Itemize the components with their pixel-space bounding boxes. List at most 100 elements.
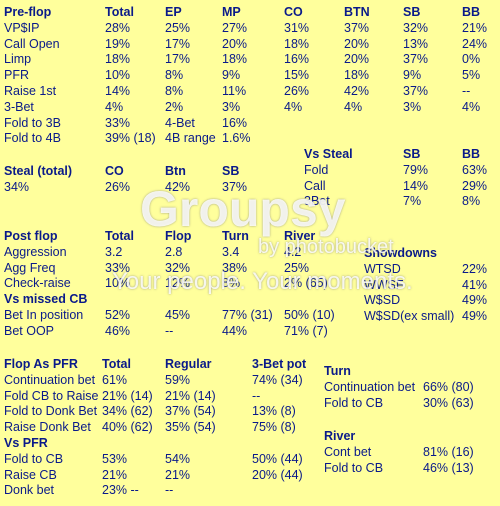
- stat-value: 46%: [105, 323, 131, 338]
- stat-value: 20%: [344, 52, 370, 67]
- stat-value: --: [165, 323, 174, 338]
- stat-label: Fold to CB: [324, 395, 384, 410]
- column-header: SB: [403, 5, 421, 19]
- stat-value: 61%: [102, 372, 128, 387]
- column-header: BTN: [344, 5, 370, 19]
- column-header: CO: [105, 164, 124, 178]
- stat-value: 79%: [403, 162, 429, 177]
- stat-value: 14%: [403, 178, 429, 193]
- stat-label: Limp: [4, 52, 32, 67]
- stat-value: 3%: [222, 99, 241, 114]
- stat-label: Aggression: [4, 244, 67, 259]
- stat-value: 3%: [403, 99, 422, 114]
- column-header: Total: [105, 5, 134, 19]
- watermark-logo: Groupsy: [140, 181, 346, 237]
- stat-value: 59%: [165, 372, 191, 387]
- stat-value: 38%: [222, 260, 248, 275]
- stat-value: 37%: [403, 52, 429, 67]
- stat-value: 21%: [102, 467, 128, 482]
- column-header: CO: [284, 5, 303, 19]
- stat-value: 4%: [105, 99, 124, 114]
- column-header: Total: [102, 357, 131, 371]
- section-title: Showdowns: [364, 246, 437, 260]
- stat-label: WWSF: [364, 277, 404, 292]
- column-header: SB: [222, 164, 240, 178]
- stat-value: 0%: [462, 52, 481, 67]
- stat-value: 1.6%: [222, 131, 251, 146]
- stat-value: 52%: [105, 308, 131, 322]
- stat-value: 22%: [462, 261, 488, 276]
- stat-value: --: [252, 388, 261, 403]
- stat-value: 46% (13): [423, 460, 474, 475]
- column-header: Flop: [165, 229, 192, 243]
- stat-label: Fold to 3B: [4, 115, 61, 130]
- stat-value: 13%: [403, 36, 429, 51]
- stat-value: 4.2: [284, 244, 302, 259]
- stat-value: 9%: [222, 68, 241, 83]
- stat-value: 27%: [222, 20, 248, 35]
- stat-value: 2.8: [165, 244, 183, 259]
- stat-label: Check-raise: [4, 276, 71, 291]
- stat-label: Fold to Donk Bet: [4, 404, 98, 419]
- watermark-tagline: Your people. Your moments.: [112, 268, 413, 295]
- stat-value: 41%: [462, 277, 488, 292]
- stat-value: 24%: [462, 36, 488, 51]
- stat-value: 18%: [344, 68, 370, 83]
- stat-label: Raise Donk Bet: [4, 420, 91, 435]
- stat-label: Raise CB: [4, 467, 57, 482]
- stat-value: 4%: [462, 99, 481, 114]
- column-header: River: [284, 229, 316, 243]
- column-header: Regular: [165, 357, 212, 371]
- stat-value: 25%: [284, 260, 310, 275]
- stat-value: 8%: [462, 194, 481, 209]
- stat-label: Bet OOP: [4, 323, 55, 338]
- stat-value: 33%: [105, 260, 131, 275]
- stat-label: Fold to CB: [324, 460, 384, 475]
- stat-value: 10%: [105, 276, 131, 291]
- stat-value: 8%: [222, 276, 241, 291]
- stat-value: 26%: [105, 179, 131, 194]
- stat-label: Raise 1st: [4, 84, 57, 98]
- stat-label: Call: [304, 178, 326, 193]
- stat-label: Continuation bet: [324, 379, 416, 394]
- section-title: Flop As PFR: [4, 357, 78, 371]
- stat-value: 81% (16): [423, 444, 474, 459]
- stat-value: 29%: [462, 178, 488, 193]
- stat-value: 18%: [222, 52, 248, 67]
- stat-value: 28%: [105, 20, 131, 35]
- stat-value: 19%: [105, 36, 131, 51]
- stat-value: 34% (62): [102, 404, 153, 419]
- stat-value: 21%: [462, 20, 488, 35]
- stat-label: W$SD: [364, 293, 401, 308]
- stat-value: 37% (54): [165, 404, 216, 419]
- stat-value: 3.4: [222, 244, 240, 259]
- stat-value: 13% (8): [252, 404, 296, 419]
- stat-value: 2%: [165, 99, 184, 114]
- stat-label: 34%: [4, 179, 30, 194]
- stat-value: 10%: [105, 68, 131, 83]
- stat-value: 8%: [165, 68, 184, 83]
- stat-label: 3-Bet: [4, 99, 34, 114]
- stat-value: 4%: [344, 99, 363, 114]
- stat-value: 20%: [344, 36, 370, 51]
- stat-value: 8%: [165, 84, 184, 98]
- stat-value: 50% (44): [252, 451, 303, 466]
- stat-value: 74% (34): [252, 372, 303, 387]
- stat-value: 16%: [284, 52, 310, 67]
- stat-label: 3Bet: [304, 194, 330, 209]
- stat-label: PFR: [4, 68, 29, 83]
- stat-value: 25%: [165, 20, 191, 35]
- column-header: MP: [222, 5, 241, 19]
- stat-label: Call Open: [4, 36, 60, 51]
- stat-value: --: [165, 483, 174, 498]
- stat-label: Agg Freq: [4, 260, 56, 275]
- stat-value: 37%: [344, 20, 370, 35]
- column-header: EP: [165, 5, 182, 19]
- stat-value: 2% (65): [284, 276, 328, 291]
- column-header: Turn: [222, 229, 249, 243]
- stat-value: 16%: [222, 115, 248, 130]
- stat-value: 11%: [222, 84, 247, 98]
- stat-value: 17%: [165, 52, 191, 67]
- stat-label: Fold CB to Raise: [4, 388, 99, 403]
